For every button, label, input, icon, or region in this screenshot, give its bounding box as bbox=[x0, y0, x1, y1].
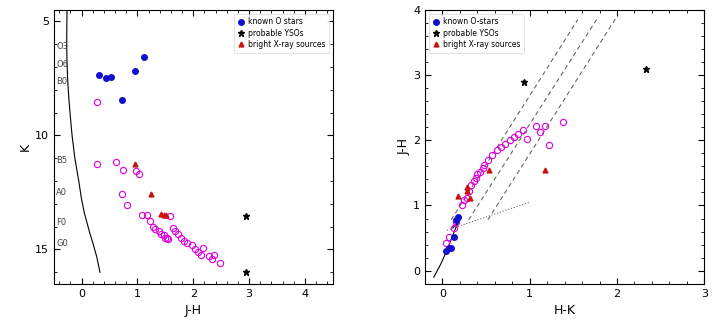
Y-axis label: J-H: J-H bbox=[398, 138, 410, 155]
Text: B0: B0 bbox=[56, 77, 67, 86]
Legend: known O stars, probable YSOs, bright X-ray sources: known O stars, probable YSOs, bright X-r… bbox=[234, 14, 329, 53]
Text: O3: O3 bbox=[56, 42, 69, 51]
Text: A0: A0 bbox=[56, 188, 67, 197]
X-axis label: J-H: J-H bbox=[184, 304, 202, 317]
Text: F0: F0 bbox=[56, 217, 66, 227]
Text: G0: G0 bbox=[56, 239, 68, 248]
Text: O6: O6 bbox=[56, 60, 69, 69]
Legend: known O-stars, probable YSOs, bright X-ray sources: known O-stars, probable YSOs, bright X-r… bbox=[429, 14, 524, 53]
Y-axis label: K: K bbox=[19, 143, 32, 151]
Text: B5: B5 bbox=[56, 156, 67, 165]
X-axis label: H-K: H-K bbox=[553, 304, 576, 317]
